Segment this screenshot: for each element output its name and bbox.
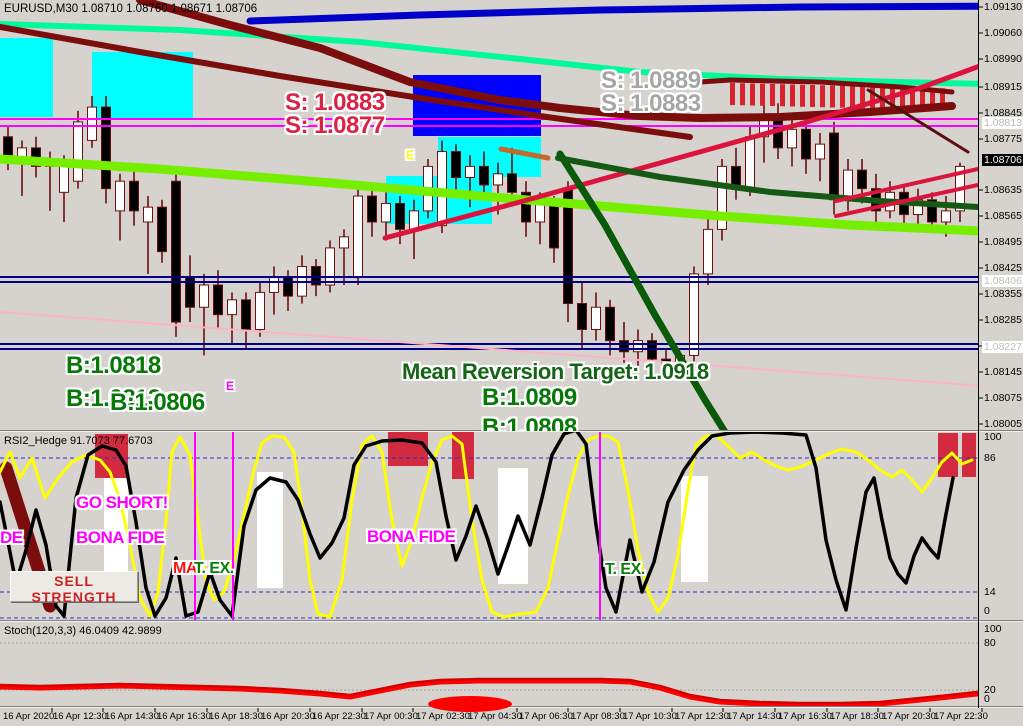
time-label: 17 Apr 06:30 <box>519 711 573 722</box>
time-label: 17 Apr 08:30 <box>571 711 625 722</box>
sell-strength-button[interactable]: SELL STRENGTH <box>10 571 138 605</box>
time-label: 16 Apr 16:30 <box>157 711 211 722</box>
price-tag: 1.08227 <box>982 341 1023 353</box>
time-label: 17 Apr 10:30 <box>623 711 677 722</box>
price-tick: 1.08635 <box>984 184 1022 196</box>
price-tick: 1.08355 <box>984 288 1022 300</box>
price-tick: 1.08285 <box>984 314 1022 326</box>
indicator-scale-label: 100 <box>984 623 1002 635</box>
price-tag: 1.08406 <box>982 275 1023 287</box>
time-label: 17 Apr 00:30 <box>364 711 418 722</box>
price-tick: 1.08075 <box>984 392 1022 404</box>
time-label: 16 Apr 12:30 <box>53 711 107 722</box>
indicator-scale-label: 14 <box>984 586 996 598</box>
price-tick: 1.08495 <box>984 236 1022 248</box>
price-tick: 1.09130 <box>984 1 1022 13</box>
time-axis[interactable]: 16 Apr 2020 16 Apr 12:30 16 Apr 14:30 16 Ap… <box>0 708 1023 726</box>
price-tick: 1.09060 <box>984 27 1022 39</box>
time-label: 17 Apr 22:30 <box>934 711 988 722</box>
time-label: 17 Apr 14:30 <box>727 711 781 722</box>
price-tick: 1.08425 <box>984 262 1022 274</box>
price-tick: 1.08990 <box>984 53 1022 65</box>
time-label: 17 Apr 16:30 <box>778 711 832 722</box>
time-label: 16 Apr 22:30 <box>312 711 366 722</box>
time-label: 16 Apr 20:30 <box>261 711 315 722</box>
price-tick: 1.08005 <box>984 418 1022 430</box>
time-label: 16 Apr 18:30 <box>209 711 263 722</box>
time-label: 17 Apr 12:30 <box>675 711 729 722</box>
time-label: 17 Apr 02:30 <box>416 711 470 722</box>
indicator-scale-label: 80 <box>984 637 996 649</box>
indicator-scale-label: 20 <box>984 684 996 696</box>
price-tick: 1.08565 <box>984 210 1022 222</box>
time-label: 17 Apr 20:30 <box>882 711 936 722</box>
time-label: 16 Apr 14:30 <box>105 711 159 722</box>
price-tick: 1.08775 <box>984 133 1022 145</box>
stoch-indicator-label: Stoch(120,3,3) 46.0409 42.9899 <box>4 625 162 637</box>
time-label: 16 Apr 2020 <box>3 711 55 722</box>
indicator-scale-label: 100 <box>984 431 1002 443</box>
price-tick: 1.08845 <box>984 107 1022 119</box>
price-tag: 1.08813 <box>982 117 1023 129</box>
rsi-indicator-label: RSI2_Hedge 91.7073 77.6703 <box>4 435 153 447</box>
chart-ohlc-title: EURUSD,M30 1.08710 1.08760 1.08671 1.087… <box>4 3 258 15</box>
indicator-scale-label: 0 <box>984 693 990 705</box>
time-label: 17 Apr 18:30 <box>830 711 884 722</box>
price-tick: 1.08145 <box>984 366 1022 378</box>
indicator-scale-label: 0 <box>984 605 990 617</box>
price-axis[interactable]: 1.09130 1.09060 1.08990 1.08915 1.08845 1.087… <box>979 0 1023 708</box>
indicator-scale-label: 86 <box>984 452 996 464</box>
time-label: 17 Apr 04:30 <box>468 711 522 722</box>
price-tick: 1.08915 <box>984 81 1022 93</box>
price-tag: 1.08706 <box>982 154 1023 166</box>
